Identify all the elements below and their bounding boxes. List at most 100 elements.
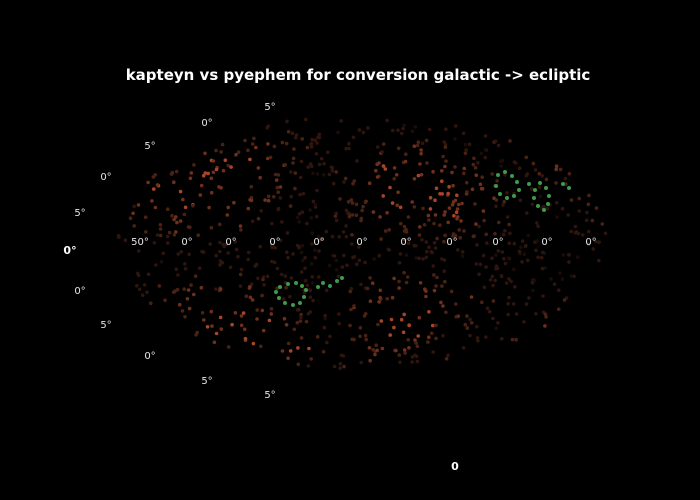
data-point (522, 320, 526, 324)
data-point (344, 146, 348, 151)
data-point (414, 256, 419, 260)
data-point (526, 258, 530, 263)
data-point (247, 250, 251, 255)
data-point (347, 214, 352, 219)
data-point (199, 285, 204, 290)
data-point (327, 263, 332, 268)
data-point (211, 159, 216, 163)
data-point (359, 218, 363, 223)
longitude-tick-label: 0° (181, 237, 192, 248)
data-point (552, 282, 557, 287)
data-point (483, 147, 488, 152)
data-point (218, 315, 223, 320)
data-point (500, 337, 504, 341)
data-point (412, 144, 417, 148)
data-point (145, 290, 149, 295)
data-point (298, 192, 302, 197)
data-point (146, 272, 151, 277)
highlighted-point (510, 174, 514, 178)
data-point (475, 243, 479, 247)
data-point (210, 324, 214, 328)
data-point (194, 333, 198, 337)
data-point (558, 271, 562, 275)
data-point (325, 340, 329, 345)
data-point (402, 123, 407, 127)
data-point (542, 204, 546, 209)
data-point (354, 202, 359, 207)
data-point (524, 243, 528, 248)
data-point (286, 341, 291, 346)
data-point (290, 131, 295, 135)
data-point (581, 233, 585, 237)
data-point (324, 229, 329, 234)
data-point (535, 221, 539, 225)
data-point (403, 159, 408, 164)
data-point (209, 309, 214, 314)
data-point (512, 241, 517, 246)
data-point (327, 172, 332, 177)
data-point (482, 218, 486, 223)
data-point (135, 283, 139, 288)
data-point (266, 194, 271, 199)
data-point (137, 287, 142, 292)
data-point (317, 132, 322, 137)
data-point (165, 207, 170, 211)
data-point (533, 168, 538, 172)
data-point (554, 164, 559, 168)
data-point (363, 260, 367, 265)
data-point (203, 151, 207, 156)
data-point (456, 215, 460, 219)
data-point (174, 230, 178, 234)
data-point (493, 278, 498, 283)
data-point (383, 167, 388, 171)
data-point (459, 219, 463, 223)
data-point (159, 259, 164, 264)
data-point (387, 228, 392, 232)
data-point (232, 200, 236, 205)
data-point (404, 152, 408, 156)
data-point (387, 248, 392, 252)
data-point (265, 274, 270, 279)
data-point (476, 339, 480, 343)
highlighted-point (546, 202, 550, 206)
data-point (491, 299, 496, 303)
data-point (402, 224, 407, 229)
data-point (494, 253, 498, 258)
data-point (220, 260, 225, 265)
data-point (295, 243, 300, 248)
data-point (569, 198, 574, 202)
data-point (481, 253, 486, 258)
data-point (480, 175, 485, 179)
data-point (331, 181, 336, 186)
data-point (334, 258, 339, 263)
highlighted-point (527, 182, 531, 186)
data-point (443, 145, 448, 149)
data-point (603, 231, 608, 236)
data-point (418, 225, 422, 229)
data-point (392, 325, 396, 330)
data-point (482, 285, 487, 290)
data-point (282, 316, 287, 321)
data-point (336, 274, 341, 279)
data-point (214, 253, 218, 258)
data-point (346, 200, 351, 204)
data-point (584, 218, 589, 223)
data-point (443, 164, 447, 169)
data-point (505, 215, 510, 219)
data-point (417, 233, 422, 237)
data-point (142, 283, 147, 287)
data-point (574, 230, 579, 234)
data-point (355, 262, 359, 267)
data-point (376, 322, 380, 327)
data-point (450, 202, 455, 207)
data-point (200, 311, 205, 315)
data-point (359, 282, 363, 287)
data-point (491, 283, 495, 288)
data-point (527, 296, 531, 300)
data-point (484, 335, 488, 339)
data-point (286, 129, 291, 134)
data-point (304, 117, 308, 122)
data-point (375, 145, 380, 149)
data-point (266, 142, 270, 146)
data-point (567, 172, 572, 176)
